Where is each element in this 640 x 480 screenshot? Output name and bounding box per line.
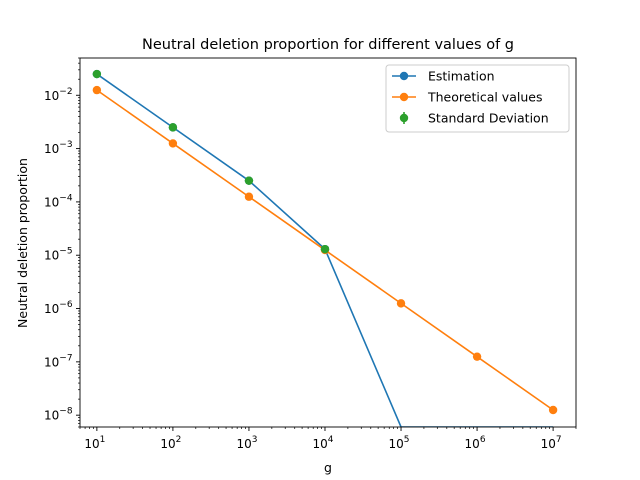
legend-label: Theoretical values [427,90,542,105]
legend: Estimation Theoretical values Standard Dev… [385,64,570,133]
y-tick-mantissa: 10 [44,249,59,263]
legend-label: Estimation [428,69,495,84]
theoretical-point [244,192,254,201]
x-tick-mantissa: 10 [389,437,404,451]
y-tick-exponent: −7 [59,353,72,363]
x-tick-label: 103 [236,435,257,451]
x-tick-label: 106 [465,435,486,451]
legend-entry: Estimation [392,69,495,84]
x-tick-exponent: 4 [328,435,334,445]
y-tick-label: 10−4 [44,193,73,209]
data-group [92,69,558,427]
theoretical-point [548,405,558,415]
x-axis-label: g [324,460,332,475]
theoretical-point [396,299,406,308]
x-tick-mantissa: 10 [312,437,327,451]
x-tick-mantissa: 10 [84,437,99,451]
y-tick-exponent: −5 [59,247,72,257]
x-tick-mantissa: 10 [465,437,480,451]
axes: 101 102 103 104 105 106 10710−210−310−410−510−… [44,57,577,451]
y-tick-label: 10−3 [44,140,73,156]
y-tick-label: 10−5 [44,247,73,263]
y-tick-mantissa: 10 [44,302,59,316]
legend-marker [399,92,409,102]
theoretical-point [168,139,178,148]
y-tick-exponent: −3 [59,140,72,150]
x-tick-exponent: 1 [100,435,106,445]
y-tick-mantissa: 10 [44,89,59,103]
y-tick-exponent: −2 [59,87,72,97]
x-tick-label: 104 [312,435,333,451]
y-axis-label: Neutral deletion proportion [15,158,30,328]
legend-marker [399,113,409,123]
x-tick-exponent: 6 [480,435,486,445]
x-tick-label: 107 [541,435,562,451]
chart-title: Neutral deletion proportion for differen… [142,37,514,53]
y-tick-label: 10−2 [44,87,73,103]
y-tick-mantissa: 10 [44,355,59,369]
legend-entry: Theoretical values [392,90,542,105]
x-tick-exponent: 5 [404,435,410,445]
legend-entry: Standard Deviation [399,111,549,126]
legend-label: Standard Deviation [428,111,549,126]
y-tick-mantissa: 10 [44,409,59,423]
x-tick-exponent: 2 [176,435,182,445]
x-tick-mantissa: 10 [160,437,175,451]
plot-area [92,69,558,427]
x-tick-mantissa: 10 [541,437,556,451]
y-tick-label: 10−7 [44,353,73,369]
y-tick-mantissa: 10 [44,195,59,209]
x-tick-exponent: 3 [252,435,258,445]
y-tick-label: 10−8 [44,407,73,423]
y-tick-exponent: −8 [59,407,73,417]
x-tick-exponent: 7 [556,435,562,445]
x-tick-mantissa: 10 [236,437,251,451]
y-tick-exponent: −4 [59,193,73,203]
y-tick-exponent: −6 [59,300,73,310]
theoretical-point [92,85,102,95]
theoretical-point [472,352,482,361]
y-tick-mantissa: 10 [44,142,59,156]
y-tick-label: 10−6 [44,300,73,316]
x-tick-label: 101 [84,435,105,451]
legend-box [385,64,570,133]
axes-frame [79,57,577,428]
x-tick-label: 102 [160,435,181,451]
legend-marker [399,71,409,81]
x-tick-label: 105 [389,435,410,451]
